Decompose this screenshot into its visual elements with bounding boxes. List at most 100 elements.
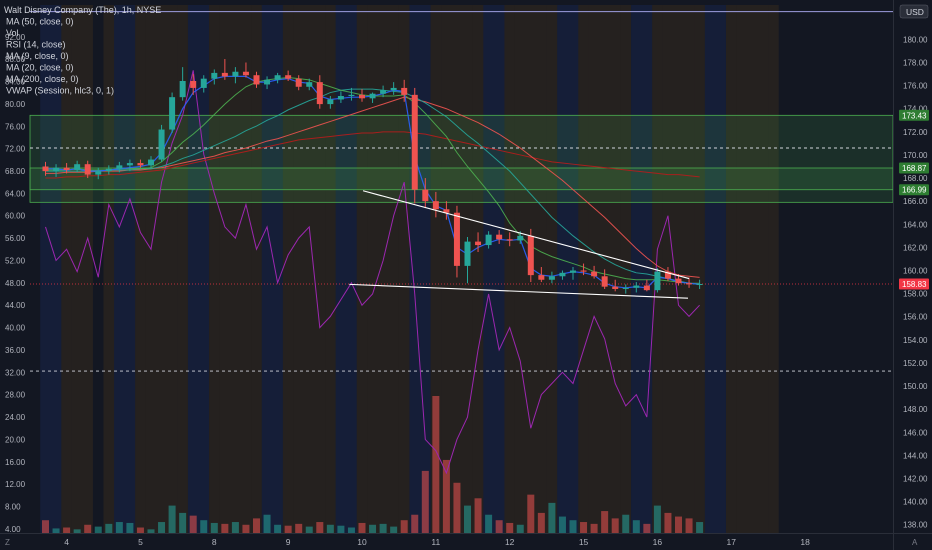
price-tick-label-152: 152.00 — [903, 359, 928, 368]
x-tick-label-9: 9 — [286, 537, 291, 547]
indicator-vwap[interactable]: VWAP (Session, hlc3, 0, 1) — [6, 86, 114, 96]
indicator-ma9[interactable]: MA (9, close, 0) — [6, 51, 69, 61]
indicator-vol[interactable]: Vol — [6, 28, 19, 38]
price-tick-label-178: 178.00 — [903, 59, 928, 68]
indicator-ma50[interactable]: MA (50, close, 0) — [6, 17, 74, 27]
volume-bar-52 — [590, 523, 598, 533]
volume-bar-16 — [210, 522, 218, 533]
candle-body-14 — [190, 80, 197, 88]
volume-bar-45 — [516, 524, 524, 533]
candle-body-60 — [675, 278, 682, 284]
candle-25 — [306, 78, 313, 91]
horizontal-lines — [30, 11, 893, 372]
price-tick-label-160: 160.00 — [903, 267, 928, 276]
session-band-24 — [483, 5, 505, 533]
candle-body-53 — [601, 276, 608, 287]
candle-0 — [42, 161, 49, 176]
session-band-37 — [725, 5, 737, 533]
candle-body-47 — [538, 275, 545, 280]
volume-bar-61 — [685, 518, 693, 533]
candle-body-28 — [337, 96, 344, 100]
price-labels: 173.43 168.87 166.99 158.83 — [899, 109, 929, 290]
candle-33 — [390, 82, 397, 95]
session-band-7 — [177, 5, 188, 533]
candle-body-0 — [42, 166, 49, 172]
rsi-tick-label-76: 76.00 — [5, 122, 26, 131]
price-tick-label-174: 174.00 — [903, 105, 928, 114]
indicator-ma20[interactable]: MA (20, close, 0) — [6, 63, 74, 73]
candle-body-6 — [105, 168, 112, 172]
session-band-23 — [472, 5, 484, 533]
candle-body-17 — [221, 72, 228, 77]
price-label-173.43: 173.43 — [899, 109, 929, 121]
volume-bar-11 — [158, 522, 166, 533]
candle-61 — [686, 277, 693, 288]
candle-body-58 — [654, 271, 661, 291]
candles — [42, 59, 703, 294]
indicator-rsi[interactable]: RSI (14, close) — [6, 40, 66, 50]
rsi-tick-label-44: 44.00 — [5, 301, 26, 310]
candle-53 — [601, 269, 608, 289]
x-tick-label-17: 17 — [727, 537, 737, 547]
candle-54 — [612, 279, 619, 292]
candle-24 — [295, 75, 302, 91]
candle-body-20 — [253, 75, 260, 85]
zoom-reset-icon[interactable]: Z — [5, 538, 10, 547]
volume-bar-25 — [305, 526, 313, 533]
candle-52 — [591, 265, 598, 279]
candle-2 — [63, 163, 70, 174]
candle-body-7 — [116, 165, 123, 169]
candle-47 — [538, 267, 545, 283]
price-tick-label-154: 154.00 — [903, 336, 928, 345]
candle-13 — [179, 67, 186, 101]
indicator-ma200[interactable]: MA (200, close, 0) — [6, 74, 79, 84]
candle-body-3 — [74, 164, 81, 170]
volume-bar-15 — [200, 520, 208, 533]
volume-bar-40 — [464, 505, 471, 533]
price-tick-label-144: 144.00 — [903, 451, 928, 460]
candle-body-9 — [137, 163, 144, 166]
rsi-tick-label-20: 20.00 — [5, 435, 26, 444]
candle-body-62 — [696, 284, 703, 286]
volume-bar-50 — [569, 520, 577, 533]
price-tick-label-150: 150.00 — [903, 382, 928, 391]
volume-bar-8 — [126, 522, 134, 533]
price-tick-label-180: 180.00 — [903, 35, 928, 44]
x-tick-label-15: 15 — [579, 537, 589, 547]
price-tick-label-142: 142.00 — [903, 475, 928, 484]
rsi-tick-label-64: 64.00 — [5, 189, 26, 198]
candle-22 — [274, 72, 281, 84]
candle-body-38 — [443, 209, 450, 213]
candle-57 — [643, 279, 650, 292]
candle-41 — [475, 232, 482, 253]
price-label-166.99: 166.99 — [899, 184, 929, 196]
candle-23 — [285, 70, 292, 81]
currency-badge[interactable]: USD — [899, 4, 929, 19]
symbol-title[interactable]: Walt Disney Company (The), 1h, NYSE — [4, 5, 161, 15]
rsi-tick-label-68: 68.00 — [5, 167, 26, 176]
candle-18 — [232, 67, 239, 84]
price-label-text-173.43: 173.43 — [902, 111, 927, 120]
auto-scale-icon[interactable]: A — [912, 538, 918, 547]
volume-bar-21 — [263, 514, 271, 533]
volume-bar-10 — [147, 529, 155, 533]
rsi-tick-label-40: 40.00 — [5, 324, 26, 333]
candle-4 — [84, 160, 91, 179]
x-tick-label-16: 16 — [653, 537, 663, 547]
rsi-tick-label-4: 4.00 — [5, 525, 21, 534]
trendline-upper — [362, 190, 690, 280]
volume-bar-13 — [179, 512, 187, 533]
volume-bar-32 — [379, 523, 387, 533]
volume-bar-6 — [105, 523, 113, 533]
x-tick-label-5: 5 — [138, 537, 143, 547]
session-band-32 — [631, 5, 653, 533]
candle-body-52 — [591, 271, 598, 277]
candle-21 — [264, 76, 271, 90]
volume-bar-36 — [421, 470, 429, 533]
x-tick-label-8: 8 — [212, 537, 217, 547]
candle-body-54 — [612, 286, 619, 289]
session-band-17 — [356, 5, 368, 533]
candle-10 — [148, 156, 154, 169]
session-band-4 — [114, 5, 136, 533]
x-tick-label-18: 18 — [800, 537, 810, 547]
